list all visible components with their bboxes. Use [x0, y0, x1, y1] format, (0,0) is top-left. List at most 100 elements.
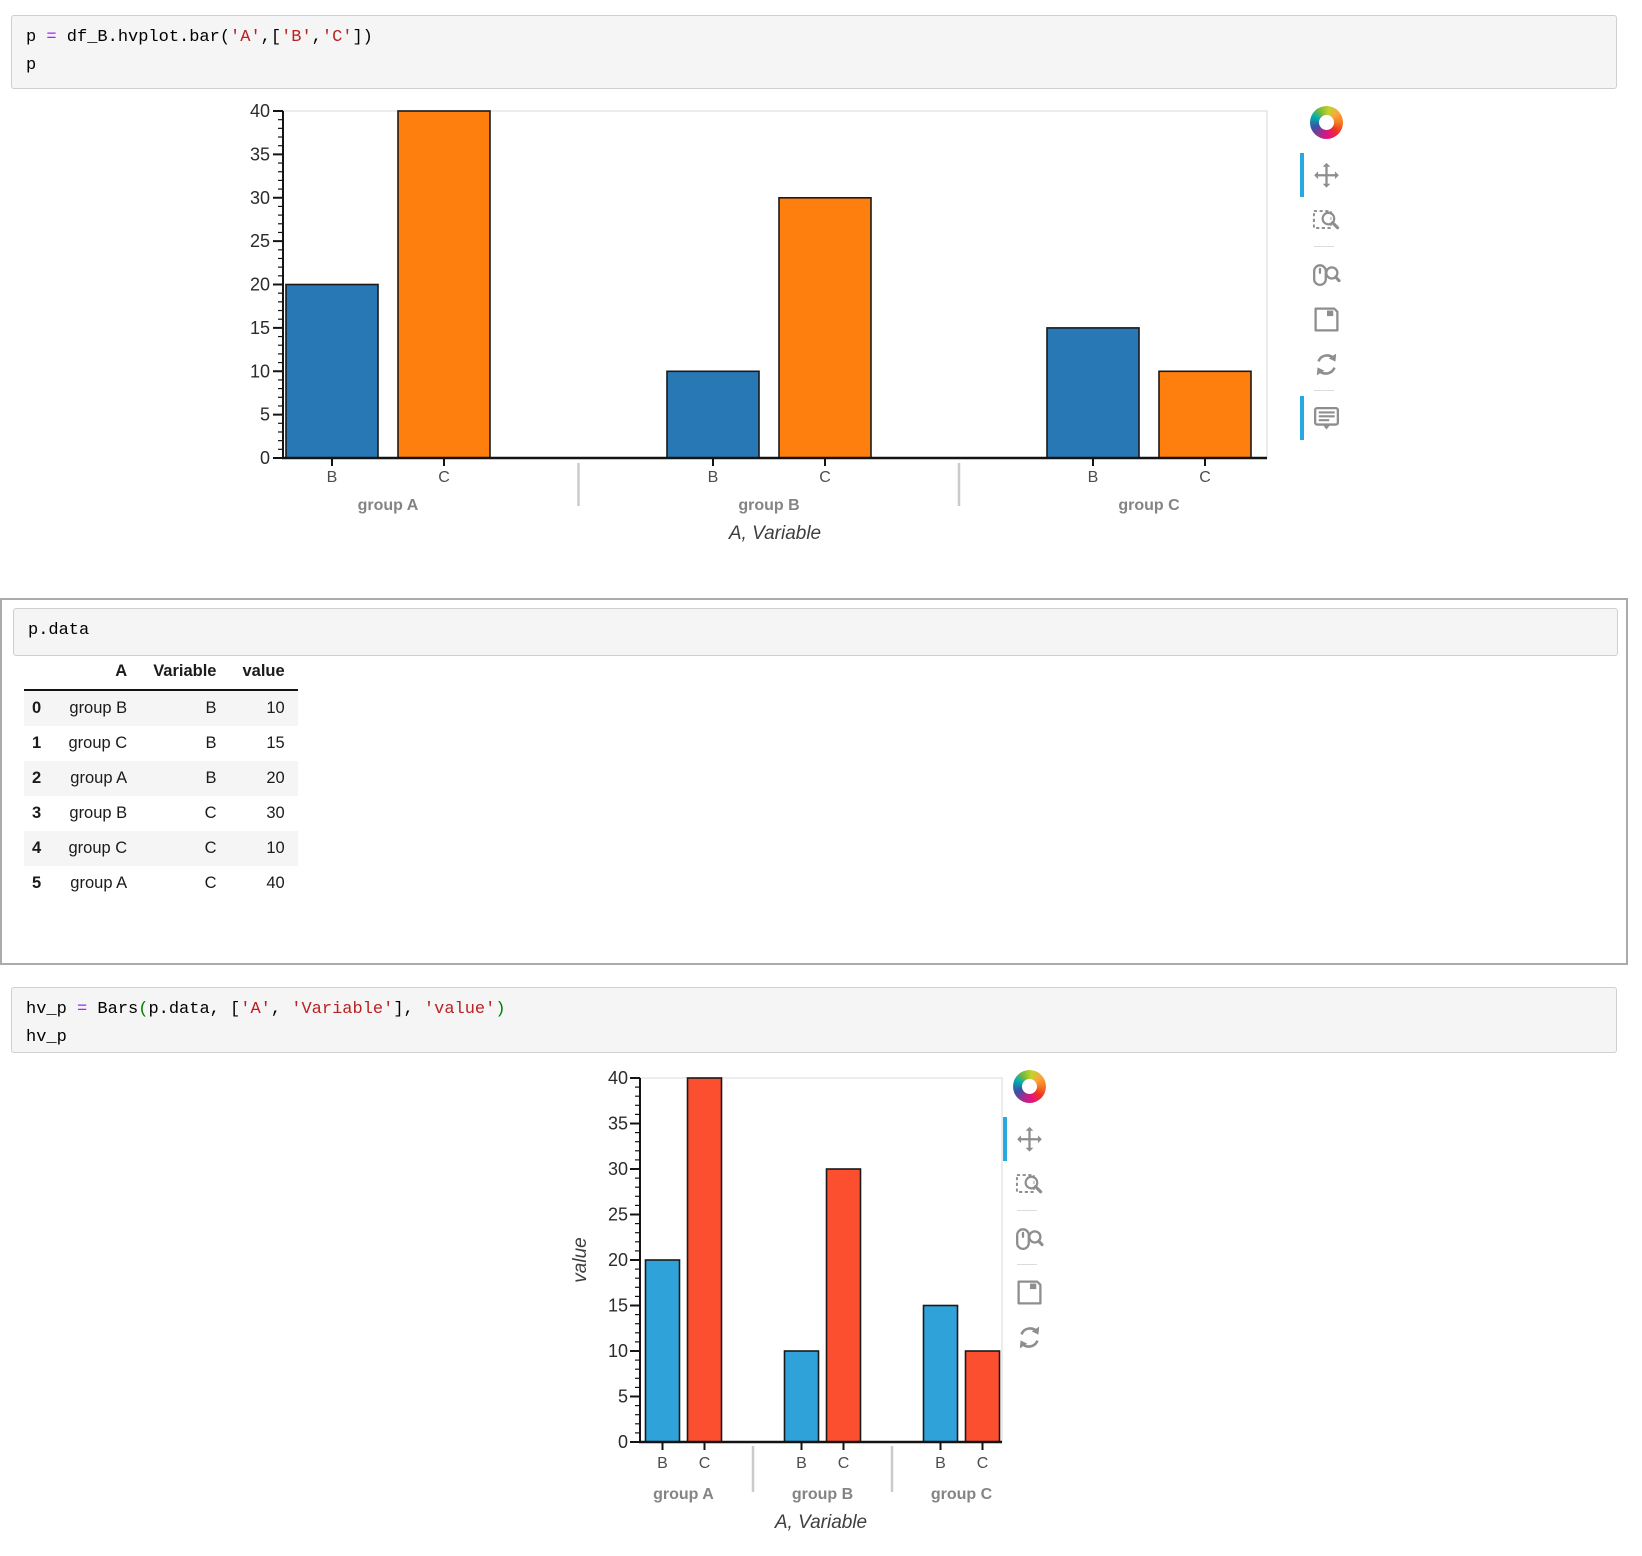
save-tool-button[interactable]: [1300, 304, 1346, 334]
x-group-label: group B: [738, 497, 799, 514]
reset-icon: [1316, 353, 1337, 375]
bar-group-A-C: [686, 1077, 723, 1443]
bar-group-B-C: [825, 1168, 862, 1443]
bokeh-logo-icon[interactable]: [1310, 106, 1343, 139]
toolbar-divider: [1017, 1210, 1037, 1211]
x-category-label: B: [796, 1455, 807, 1472]
toolbar-divider: [1314, 246, 1334, 247]
table-cell: 30: [266, 804, 285, 822]
pan-tool-button[interactable]: [1300, 153, 1346, 197]
pan-icon: [1017, 1126, 1042, 1152]
code-token: 'B': [281, 28, 312, 47]
bar-group-C-C: [964, 1350, 1001, 1443]
table-cell: group A: [70, 769, 128, 787]
code-token: ,: [311, 28, 322, 47]
bokeh-logo-icon[interactable]: [1013, 1070, 1046, 1103]
y-tick-label: 40: [608, 1068, 628, 1088]
toolbar-divider: [1314, 390, 1334, 391]
code-line: p: [26, 52, 1602, 80]
y-tick-label: 15: [608, 1296, 628, 1316]
x-group-label: group C: [1118, 497, 1180, 514]
code-cell-3[interactable]: hv_p = Bars(p.data, ['A', 'Variable'], '…: [11, 987, 1617, 1053]
table-row: 4 group C C 10: [24, 831, 298, 866]
bokeh-toolbar-2: [1003, 1070, 1051, 1367]
code-token: df_B.hvplot.bar(: [56, 28, 231, 47]
y-tick-label: 20: [250, 275, 270, 295]
table-cell: C: [204, 839, 217, 857]
table-header: A Variable value: [24, 654, 298, 691]
code-token: p: [26, 56, 37, 75]
code-token: Bars: [87, 1000, 139, 1019]
reset-icon: [1019, 1326, 1040, 1348]
x-category-label: B: [935, 1455, 946, 1472]
code-token: p: [26, 28, 47, 47]
bar-group-A-C: [397, 110, 491, 459]
code-token: =: [77, 1000, 88, 1019]
reset-tool-button[interactable]: [1003, 1322, 1049, 1352]
save-tool-button[interactable]: [1003, 1277, 1049, 1307]
save-icon: [1017, 1279, 1042, 1305]
y-tick-label: 35: [608, 1114, 628, 1134]
bar-group-B-C: [778, 197, 872, 459]
y-tick-label: 10: [250, 361, 270, 381]
column-header: value: [229, 654, 298, 691]
wheel-zoom-tool-button[interactable]: [1003, 1223, 1049, 1253]
table-cell: B: [205, 769, 217, 787]
table-cell: B: [205, 699, 217, 717]
toolbar-divider: [1017, 1264, 1037, 1265]
wheel-zoom-icon: [1016, 1227, 1044, 1250]
box-zoom-tool-button[interactable]: [1003, 1169, 1049, 1199]
bar-group-B-B: [666, 370, 760, 459]
column-header: A: [54, 654, 141, 691]
x-category-label: B: [657, 1455, 668, 1472]
y-tick-label: 20: [608, 1250, 628, 1270]
save-icon: [1314, 306, 1339, 332]
row-index: 4: [32, 839, 42, 857]
hover-icon: [1313, 406, 1340, 430]
row-index: 3: [32, 804, 42, 822]
table-row: 2 group A B 20: [24, 761, 298, 796]
x-category-label: C: [438, 469, 450, 486]
code-token: p.data, [: [148, 1000, 241, 1019]
y-tick-label: 5: [260, 405, 270, 425]
x-group-label: group B: [792, 1486, 853, 1503]
code-token: ,[: [260, 28, 282, 47]
y-tick-label: 25: [250, 231, 270, 251]
wheel-zoom-icon: [1313, 263, 1341, 286]
code-line: hv_p: [26, 1024, 1602, 1052]
y-tick-label: 25: [608, 1205, 628, 1225]
x-category-label: C: [977, 1455, 989, 1472]
bokeh-toolbar-1: [1300, 106, 1348, 448]
code-token: 'C': [321, 28, 353, 47]
pan-tool-button[interactable]: [1003, 1117, 1049, 1161]
box-zoom-icon: [1312, 209, 1340, 229]
code-token: =: [46, 28, 57, 47]
index-corner: [24, 654, 55, 691]
code-token: ): [495, 1000, 506, 1019]
code-cell-2[interactable]: p.data: [13, 608, 1618, 656]
code-token: 'Variable': [291, 1000, 394, 1019]
table-row: 1 group C B 15: [24, 726, 298, 761]
code-token: hv_p: [26, 1028, 67, 1047]
table-body: 0 group B B 10 1 group C B 15 2 group A B 20 3 group …: [24, 690, 298, 901]
x-group-label: group A: [653, 1486, 714, 1503]
code-token: hv_p: [26, 1000, 78, 1019]
y-tick-label: 30: [608, 1159, 628, 1179]
x-category-label: B: [708, 469, 719, 486]
bar-group-C-B: [1046, 327, 1140, 459]
code-token: ,: [270, 1000, 292, 1019]
table-cell: C: [204, 874, 217, 892]
table-cell: C: [204, 804, 217, 822]
reset-tool-button[interactable]: [1300, 349, 1346, 379]
bar-group-C-C: [1158, 370, 1252, 459]
code-cell-1[interactable]: p = df_B.hvplot.bar('A',['B','C']) p: [11, 15, 1617, 89]
bar-group-A-B: [285, 283, 379, 459]
box-zoom-tool-button[interactable]: [1300, 205, 1346, 235]
row-index: 2: [32, 769, 42, 787]
x-category-label: C: [838, 1455, 850, 1472]
pan-icon: [1314, 162, 1339, 188]
hover-tool-button[interactable]: [1300, 396, 1346, 440]
wheel-zoom-tool-button[interactable]: [1300, 259, 1346, 289]
